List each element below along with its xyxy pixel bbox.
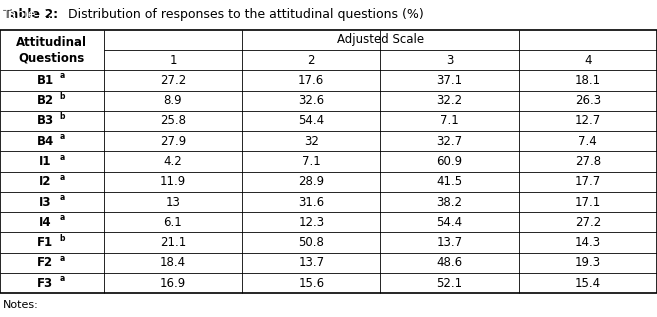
Text: a: a <box>60 132 65 141</box>
Text: 8.9: 8.9 <box>164 94 182 107</box>
Text: 17.7: 17.7 <box>575 175 601 188</box>
Text: 7.4: 7.4 <box>578 135 597 148</box>
Text: 15.6: 15.6 <box>298 277 325 290</box>
Text: 32.6: 32.6 <box>298 94 325 107</box>
Text: 31.6: 31.6 <box>298 196 325 209</box>
Text: a: a <box>60 274 65 283</box>
Text: Table 2: Distribution of responses to the attitudinal questions (%): Table 2: Distribution of responses to th… <box>3 8 411 22</box>
Text: 14.3: 14.3 <box>575 236 601 249</box>
Text: 2: 2 <box>307 54 315 67</box>
Text: B3: B3 <box>37 114 54 127</box>
Text: 12.7: 12.7 <box>575 114 601 127</box>
Text: B1: B1 <box>37 74 54 87</box>
Text: 3: 3 <box>446 54 453 67</box>
Text: a: a <box>60 152 65 162</box>
Text: 27.8: 27.8 <box>575 155 601 168</box>
Text: 27.9: 27.9 <box>160 135 186 148</box>
Text: b: b <box>60 112 65 121</box>
Text: B4: B4 <box>37 135 54 148</box>
Text: 21.1: 21.1 <box>160 236 186 249</box>
Text: 17.1: 17.1 <box>575 196 601 209</box>
Text: 7.1: 7.1 <box>302 155 321 168</box>
Text: 25.8: 25.8 <box>160 114 186 127</box>
Text: 12.3: 12.3 <box>298 216 325 229</box>
Text: a: a <box>60 173 65 182</box>
Text: 41.5: 41.5 <box>436 175 463 188</box>
Text: 50.8: 50.8 <box>298 236 324 249</box>
Text: 60.9: 60.9 <box>436 155 463 168</box>
Text: 37.1: 37.1 <box>436 74 463 87</box>
Text: 32.2: 32.2 <box>436 94 463 107</box>
Text: 4: 4 <box>584 54 591 67</box>
Text: Distribution of responses to the attitudinal questions (%): Distribution of responses to the attitud… <box>64 8 424 22</box>
Text: Adjusted Scale: Adjusted Scale <box>337 33 424 46</box>
Text: 11.9: 11.9 <box>160 175 186 188</box>
Text: 15.4: 15.4 <box>575 277 601 290</box>
Text: a: a <box>60 193 65 202</box>
Text: I1: I1 <box>39 155 52 168</box>
Text: Table 2:: Table 2: <box>3 8 58 22</box>
Text: 54.4: 54.4 <box>298 114 325 127</box>
Text: 18.4: 18.4 <box>160 256 186 269</box>
Text: F2: F2 <box>37 256 53 269</box>
Text: 26.3: 26.3 <box>575 94 601 107</box>
Text: Attitudinal
Questions: Attitudinal Questions <box>16 36 87 65</box>
Text: 18.1: 18.1 <box>575 74 601 87</box>
Text: 32: 32 <box>304 135 319 148</box>
Text: 13.7: 13.7 <box>298 256 325 269</box>
Text: 27.2: 27.2 <box>160 74 186 87</box>
Text: 13: 13 <box>166 196 181 209</box>
Text: 54.4: 54.4 <box>436 216 463 229</box>
Text: 19.3: 19.3 <box>575 256 601 269</box>
Text: 1: 1 <box>170 54 177 67</box>
Text: 32.7: 32.7 <box>436 135 463 148</box>
Text: I3: I3 <box>39 196 52 209</box>
Text: b: b <box>60 234 65 243</box>
Text: 28.9: 28.9 <box>298 175 325 188</box>
Text: I4: I4 <box>39 216 52 229</box>
Text: a: a <box>60 254 65 263</box>
Text: a: a <box>60 213 65 222</box>
Text: 48.6: 48.6 <box>436 256 463 269</box>
Text: F3: F3 <box>37 277 53 290</box>
Text: 6.1: 6.1 <box>164 216 183 229</box>
Text: F1: F1 <box>37 236 53 249</box>
Text: b: b <box>60 92 65 101</box>
Text: a: a <box>60 72 65 81</box>
Text: 52.1: 52.1 <box>436 277 463 290</box>
Text: 17.6: 17.6 <box>298 74 325 87</box>
Text: 16.9: 16.9 <box>160 277 186 290</box>
Text: 27.2: 27.2 <box>575 216 601 229</box>
Text: 4.2: 4.2 <box>164 155 183 168</box>
Text: 7.1: 7.1 <box>440 114 459 127</box>
Text: I2: I2 <box>39 175 52 188</box>
Text: Notes:: Notes: <box>3 300 38 310</box>
Text: 13.7: 13.7 <box>436 236 463 249</box>
Text: B2: B2 <box>37 94 54 107</box>
Text: 38.2: 38.2 <box>436 196 463 209</box>
